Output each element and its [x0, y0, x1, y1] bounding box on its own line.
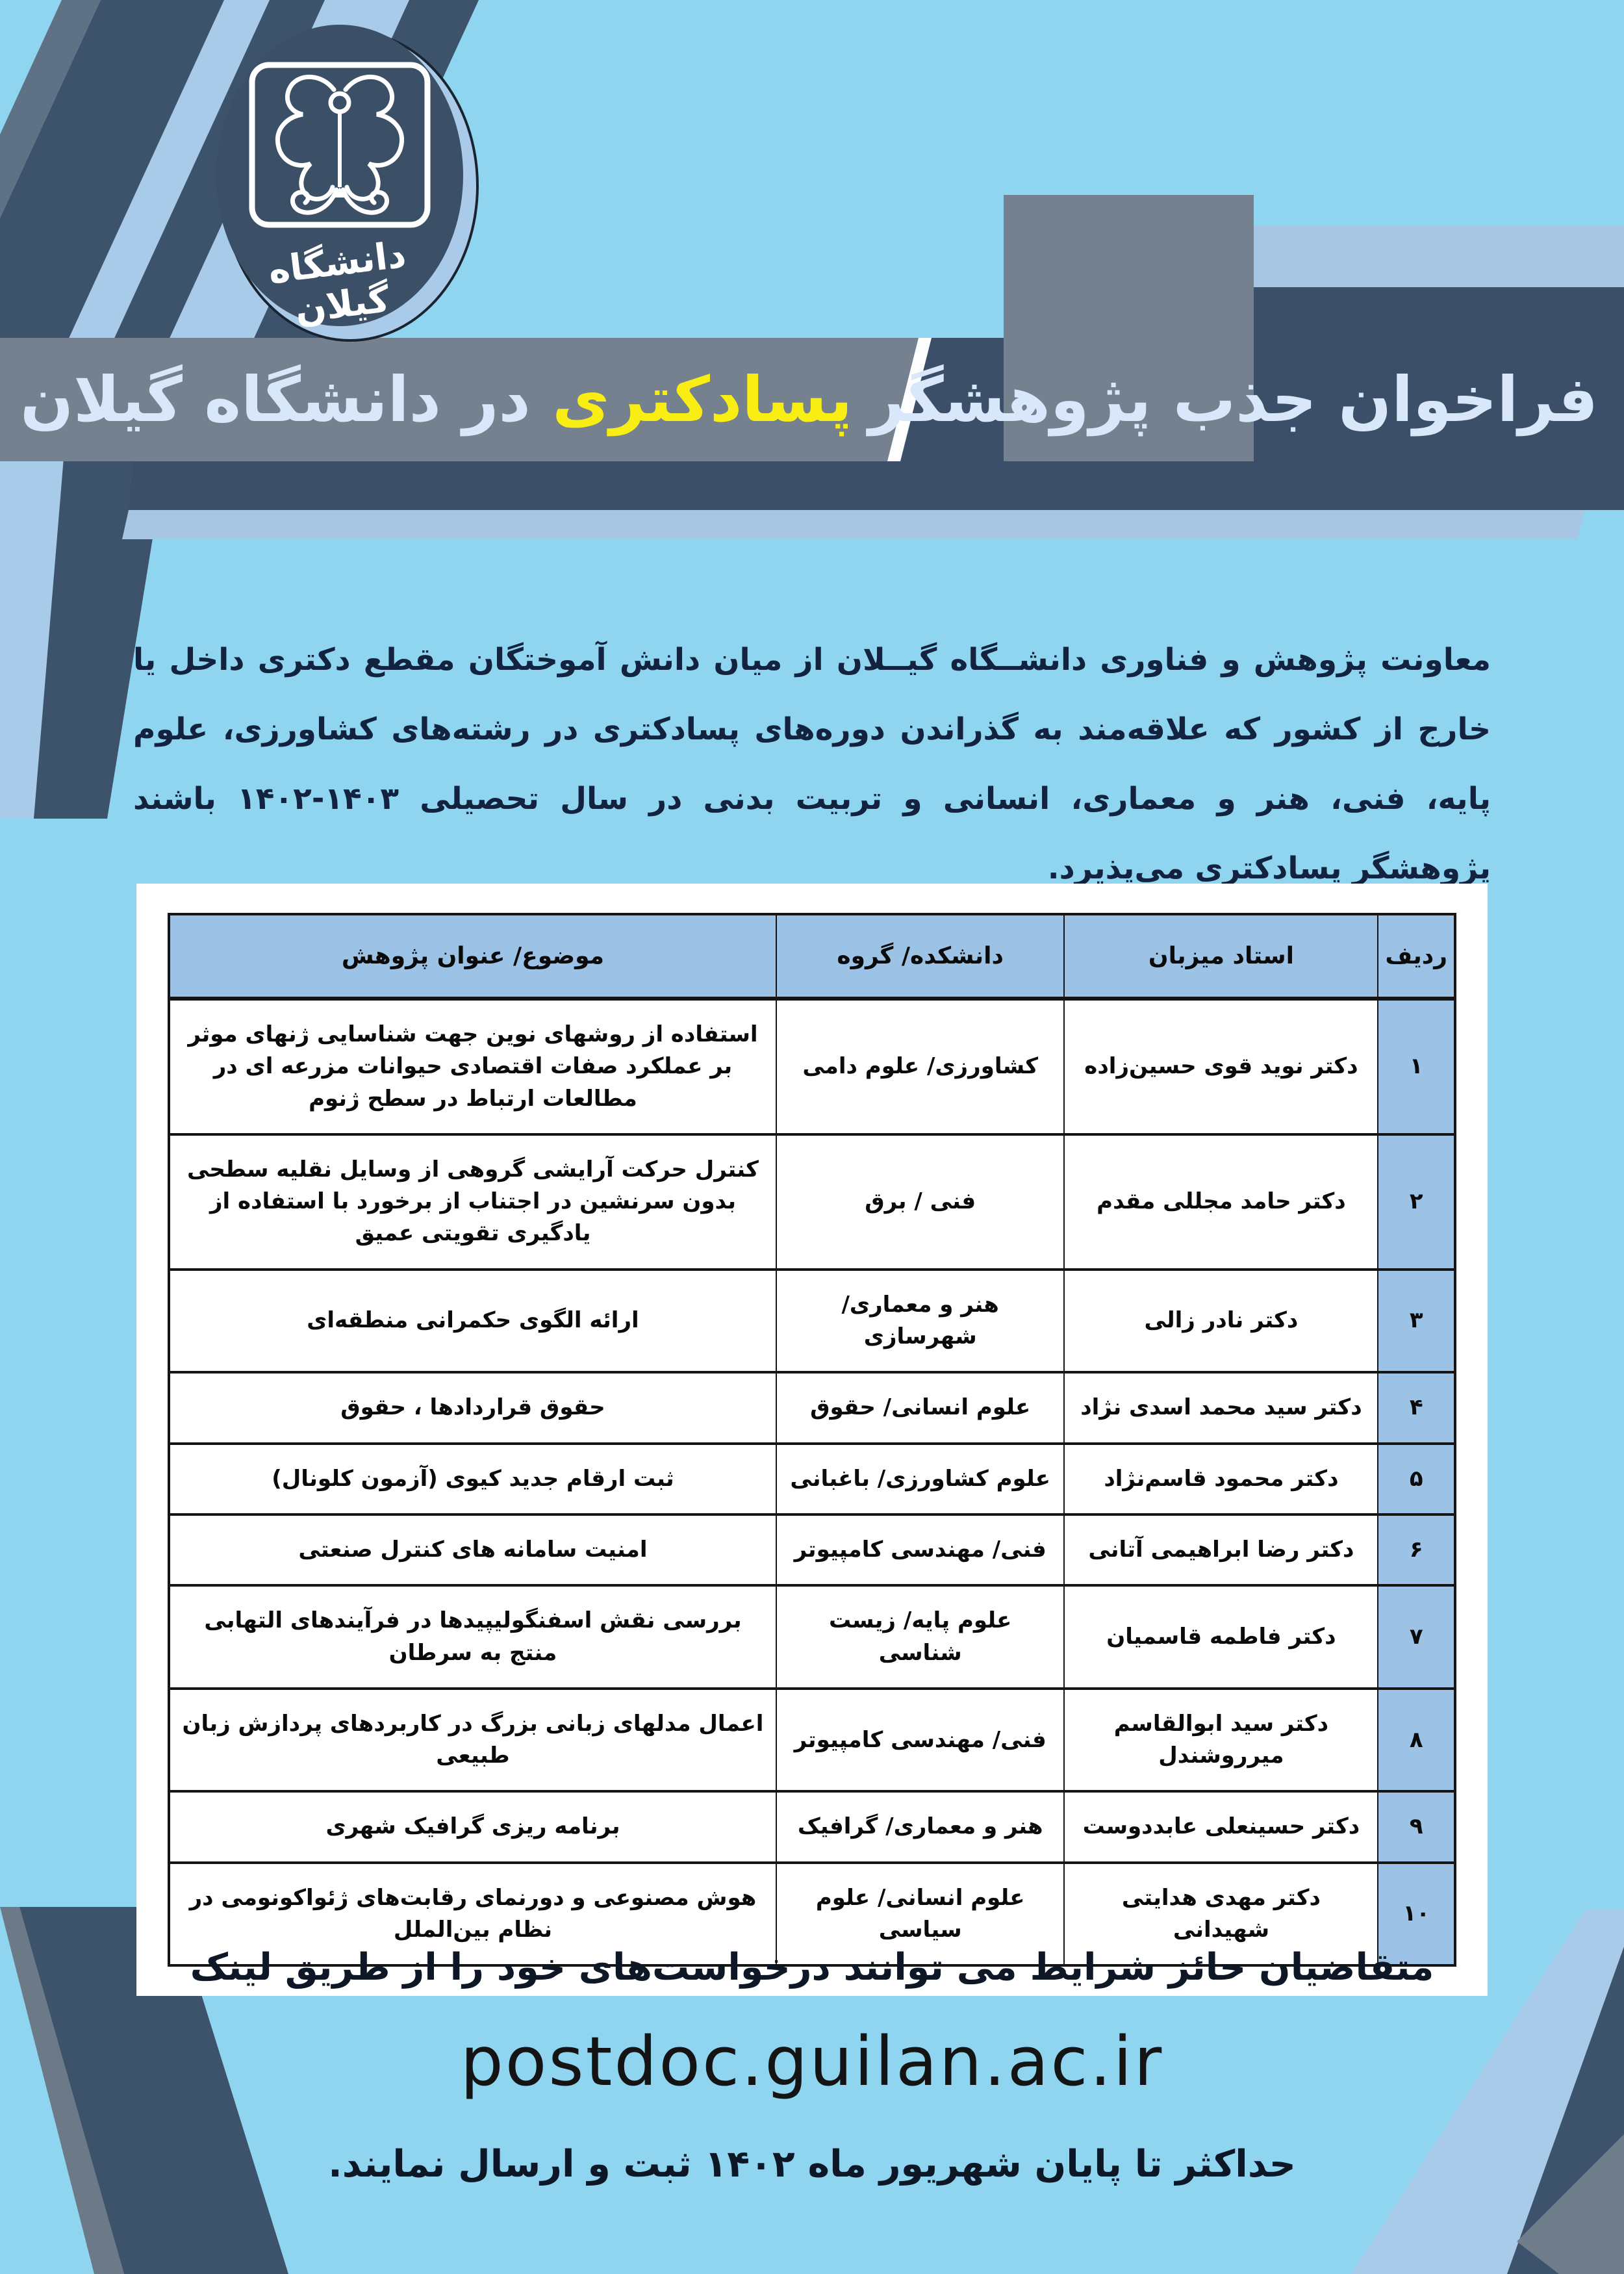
table-row: ۹ دکتر حسینعلی عابددوست هنر و معماری/ گراف… — [168, 1790, 1456, 1864]
research-topic-cell: کنترل حرکت آرایشی گروهی از وسایل نقلیه س… — [168, 1132, 777, 1271]
research-topic-cell: اعمال مدلهای زبانی بزرگ در کاربردهای پرد… — [168, 1687, 777, 1793]
host-professor-cell: دکتر محمود قاسم‌نژاد — [1063, 1442, 1379, 1516]
table-row: ۵ دکتر محمود قاسم‌نژاد علوم کشاورزی/ باغبا… — [168, 1442, 1456, 1516]
research-topic-cell: ثبت ارقام جدید کیوی (آزمون کلونال) — [168, 1442, 777, 1516]
research-topic-cell: هوش مصنوعی و دورنمای رقابت‌های ژئواکونوم… — [168, 1861, 777, 1967]
host-professor-cell: دکتر مهدی هدایتی شهیدانی — [1063, 1861, 1379, 1967]
table-row: ۶ دکتر رضا ابراهیمی آتانی فنی/ مهندسی کامپ… — [168, 1513, 1456, 1587]
research-topic-cell: امنیت سامانه های کنترل صنعتی — [168, 1513, 777, 1587]
host-professor-cell: دکتر سید ابوالقاسم میرروشندل — [1063, 1687, 1379, 1793]
faculty-group-cell: علوم پایه/ زیست شناسی — [775, 1584, 1065, 1690]
footer-instructions: متقاضیان حائز شرایط می توانند درخواست‌ها… — [190, 1946, 1434, 1989]
table-row: ۲ دکتر حامد مجللی مقدم فنی / برق کنترل حرکت… — [168, 1132, 1456, 1271]
table-row: ۱۰ دکتر مهدی هدایتی شهیدانی علوم انسانی/ ع… — [168, 1861, 1456, 1967]
row-number-cell: ۵ — [1377, 1442, 1456, 1516]
intro-paragraph: معاونت پژوهش و فناوری دانشــگاه گیــلان … — [133, 642, 1491, 886]
title-call-text: فراخوان جذب پژوهشگر — [869, 363, 1598, 436]
research-topic-cell: استفاده از روشهای نوین جهت شناسایی ژنهای… — [168, 997, 777, 1136]
row-number-cell: ۳ — [1377, 1268, 1456, 1374]
host-professor-cell: دکتر سید محمد اسدی نژاد — [1063, 1371, 1379, 1445]
host-professor-cell: دکتر حسینعلی عابددوست — [1063, 1790, 1379, 1864]
research-topic-cell: برنامه ریزی گرافیک شهری — [168, 1790, 777, 1864]
faculty-group-cell: فنی/ مهندسی کامپیوتر — [775, 1687, 1065, 1793]
faculty-group-cell: فنی / برق — [775, 1132, 1065, 1271]
table-row: ۴ دکتر سید محمد اسدی نژاد علوم انسانی/ حقو… — [168, 1371, 1456, 1445]
row-number-cell: ۴ — [1377, 1371, 1456, 1445]
faculty-group-cell: هنر و معماری/ شهرسازی — [775, 1268, 1065, 1374]
row-number-cell: ۲ — [1377, 1132, 1456, 1271]
table-row: ۳ دکتر نادر زالی هنر و معماری/ شهرسازی ارائ… — [168, 1268, 1456, 1374]
row-number-cell: ۱ — [1377, 997, 1456, 1136]
header-faculty-group: دانشکده/ گروه — [775, 913, 1065, 1001]
table-panel: ردیف استاد میزبان دانشکده/ گروه موضوع/ ع… — [136, 884, 1488, 1997]
table-row: ۱ دکتر نوید قوی حسین‌زاده کشاورزی/ علوم دا… — [168, 997, 1456, 1136]
poster-title-right: فراخوان جذب پژوهشگر — [869, 348, 1598, 452]
host-professor-cell: دکتر نوید قوی حسین‌زاده — [1063, 997, 1379, 1136]
host-professor-cell: دکتر نادر زالی — [1063, 1268, 1379, 1374]
research-topic-cell: ارائه الگوی حکمرانی منطقه‌ای — [168, 1268, 777, 1374]
title-university-text: در دانشگاه گیلان — [20, 363, 553, 436]
row-number-cell: ۱۰ — [1377, 1861, 1456, 1967]
footer-deadline: حداکثر تا پایان شهریور ماه ۱۴۰۲ ثبت و ار… — [328, 2143, 1296, 2186]
row-number-cell: ۸ — [1377, 1687, 1456, 1793]
faculty-group-cell: علوم کشاورزی/ باغبانی — [775, 1442, 1065, 1516]
banner-gray-block — [1004, 195, 1254, 461]
poster-title-left: پسادکتری در دانشگاه گیلان — [20, 348, 852, 452]
table-header-row: ردیف استاد میزبان دانشکده/ گروه موضوع/ ع… — [168, 913, 1456, 1001]
table-row: ۷ دکتر فاطمه قاسمیان علوم پایه/ زیست شناسی… — [168, 1584, 1456, 1690]
application-link[interactable]: postdoc.guilan.ac.ir — [460, 2022, 1164, 2101]
host-professor-cell: دکتر رضا ابراهیمی آتانی — [1063, 1513, 1379, 1587]
host-professor-cell: دکتر فاطمه قاسمیان — [1063, 1584, 1379, 1690]
row-number-cell: ۷ — [1377, 1584, 1456, 1690]
faculty-group-cell: علوم انسانی/ حقوق — [775, 1371, 1065, 1445]
postdoc-positions-table: ردیف استاد میزبان دانشکده/ گروه موضوع/ ع… — [168, 913, 1456, 1967]
row-number-cell: ۶ — [1377, 1513, 1456, 1587]
guilan-university-emblem-icon — [249, 62, 431, 228]
header-row-number: ردیف — [1377, 913, 1456, 1001]
research-topic-cell: حقوق قراردادها ، حقوق — [168, 1371, 777, 1445]
table-row: ۸ دکتر سید ابوالقاسم میرروشندل فنی/ مهندسی… — [168, 1687, 1456, 1793]
row-number-cell: ۹ — [1377, 1790, 1456, 1864]
banner-light-strip-right — [1254, 226, 1624, 287]
research-topic-cell: بررسی نقش اسفنگولیپیدها در فرآیندهای الت… — [168, 1584, 777, 1690]
faculty-group-cell: علوم انسانی/ علوم سیاسی — [775, 1861, 1065, 1967]
title-postdoc-highlight: پسادکتری — [552, 363, 852, 436]
faculty-group-cell: فنی/ مهندسی کامپیوتر — [775, 1513, 1065, 1587]
header-host-professor: استاد میزبان — [1063, 913, 1379, 1001]
faculty-group-cell: هنر و معماری/ گرافیک — [775, 1790, 1065, 1864]
host-professor-cell: دکتر حامد مجللی مقدم — [1063, 1132, 1379, 1271]
faculty-group-cell: کشاورزی/ علوم دامی — [775, 997, 1065, 1136]
header-topic: موضوع/ عنوان پژوهش — [168, 913, 777, 1001]
